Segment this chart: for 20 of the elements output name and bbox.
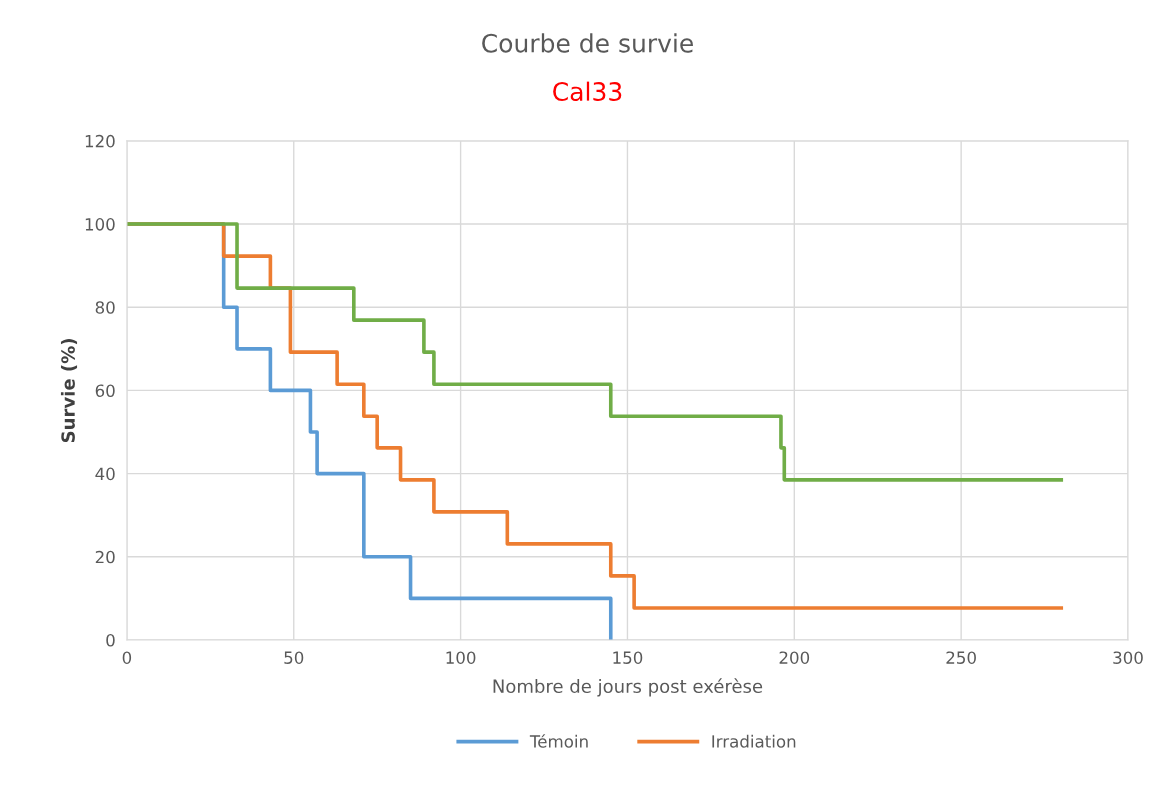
x-tick-label: 50: [284, 651, 304, 664]
chart-title: Courbe de survie: [482, 33, 693, 53]
x-tick-label: 150: [613, 651, 643, 664]
x-tick-label: 200: [779, 651, 810, 664]
x-tick-label: 250: [946, 651, 976, 664]
y-axis-title: Survie (%): [60, 339, 78, 443]
x-tick-label: 100: [446, 651, 476, 664]
x-tick-label: 300: [1113, 651, 1143, 664]
x-axis-title: Nombre de jours post exérèse: [493, 678, 763, 697]
y-tick-label: 80: [95, 301, 115, 314]
y-tick-label: 20: [95, 550, 115, 564]
y-tick-label: 100: [85, 218, 115, 231]
y-tick-label: 0: [106, 633, 115, 647]
legend-label: Irradiation: [712, 734, 796, 748]
y-tick-label: 60: [95, 384, 115, 397]
chart-subtitle: Cal33: [553, 81, 622, 101]
y-tick-label: 120: [85, 134, 115, 148]
legend-label: Témoin: [529, 734, 588, 748]
x-tick-label: 0: [122, 651, 132, 664]
y-tick-label: 40: [95, 467, 115, 481]
